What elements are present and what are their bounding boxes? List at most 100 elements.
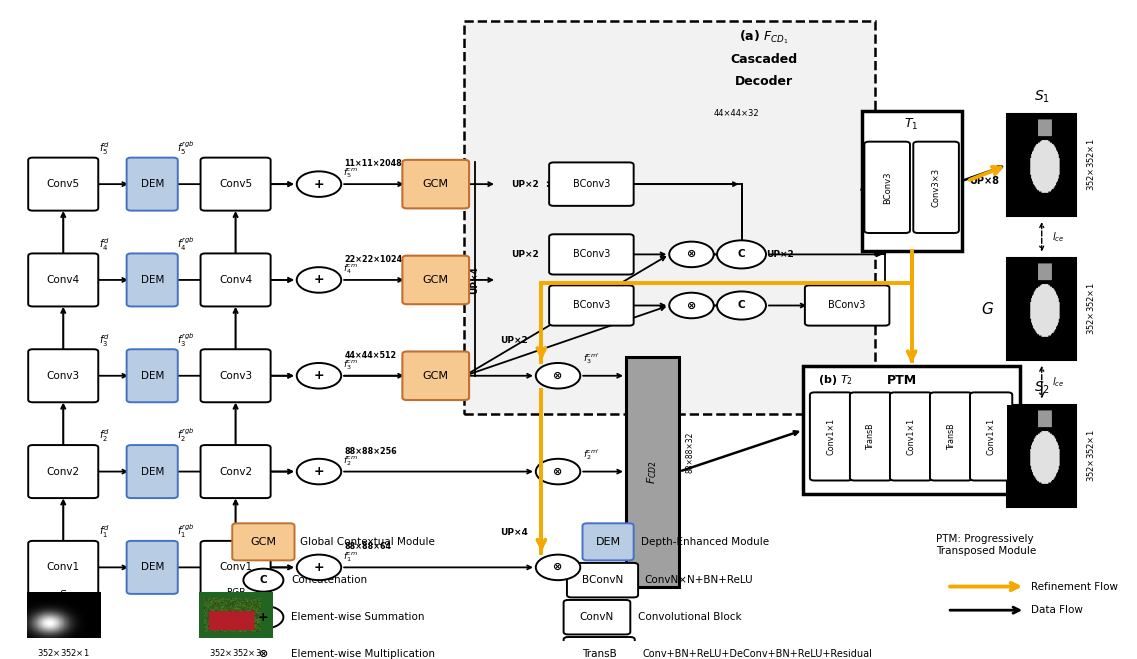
- Text: C: C: [738, 301, 746, 310]
- Text: Conv5: Conv5: [47, 179, 80, 189]
- FancyBboxPatch shape: [126, 349, 177, 402]
- Text: Global Contextual Module: Global Contextual Module: [300, 537, 435, 547]
- Circle shape: [670, 293, 714, 318]
- Text: +: +: [314, 561, 324, 574]
- FancyBboxPatch shape: [28, 445, 98, 498]
- Circle shape: [536, 459, 580, 484]
- Text: Conv2: Conv2: [47, 467, 80, 476]
- Text: $f_3^{rgb}$: $f_3^{rgb}$: [176, 331, 194, 349]
- Text: Conv4: Conv4: [219, 275, 252, 285]
- Text: BConvN: BConvN: [582, 575, 623, 585]
- Text: UP×2: UP×2: [499, 336, 528, 345]
- Text: +: +: [314, 369, 324, 382]
- Text: Concatenation: Concatenation: [291, 575, 367, 585]
- Text: +: +: [314, 465, 324, 478]
- Text: Conv3: Conv3: [47, 371, 80, 381]
- Circle shape: [243, 606, 283, 629]
- FancyBboxPatch shape: [126, 254, 177, 306]
- FancyBboxPatch shape: [564, 600, 630, 635]
- Text: $352{\times}352{\times}1$: $352{\times}352{\times}1$: [38, 647, 90, 658]
- FancyBboxPatch shape: [805, 285, 889, 326]
- Text: Conv1: Conv1: [47, 562, 80, 573]
- FancyBboxPatch shape: [200, 254, 271, 306]
- FancyBboxPatch shape: [402, 351, 470, 400]
- Text: Conv2: Conv2: [219, 467, 252, 476]
- Text: Conv3×3: Conv3×3: [931, 168, 940, 207]
- Text: 88×88×256: 88×88×256: [345, 447, 397, 455]
- Text: UP×2: UP×2: [511, 250, 539, 259]
- Text: 88×88×64: 88×88×64: [345, 542, 391, 552]
- Text: $f_2^d$: $f_2^d$: [99, 428, 110, 444]
- Circle shape: [297, 555, 341, 580]
- Text: Element-wise Summation: Element-wise Summation: [291, 612, 425, 622]
- FancyBboxPatch shape: [564, 637, 634, 659]
- Text: Element-wise Multiplication: Element-wise Multiplication: [291, 649, 435, 659]
- Text: $f_3^{cm}$: $f_3^{cm}$: [343, 358, 358, 372]
- Text: ConvN×N+BN+ReLU: ConvN×N+BN+ReLU: [645, 575, 754, 585]
- Text: 11×11×2048: 11×11×2048: [345, 159, 402, 168]
- Bar: [625, 357, 679, 587]
- Text: $f_2^{cm}$: $f_2^{cm}$: [343, 454, 358, 468]
- FancyBboxPatch shape: [810, 392, 852, 480]
- Text: $f_2^{rgb}$: $f_2^{rgb}$: [176, 426, 194, 444]
- Bar: [1007, 258, 1077, 360]
- Text: $S_1$: $S_1$: [1034, 88, 1049, 105]
- Text: TransB: TransB: [866, 423, 875, 449]
- FancyBboxPatch shape: [28, 541, 98, 594]
- FancyBboxPatch shape: [28, 254, 98, 306]
- FancyBboxPatch shape: [126, 445, 177, 498]
- Circle shape: [717, 241, 766, 268]
- FancyBboxPatch shape: [200, 158, 271, 211]
- Text: 88×88×32: 88×88×32: [686, 432, 695, 473]
- FancyBboxPatch shape: [200, 349, 271, 402]
- Text: BConv3: BConv3: [573, 179, 611, 189]
- Text: DEM: DEM: [141, 467, 164, 476]
- Text: $f_1^{rgb}$: $f_1^{rgb}$: [176, 523, 194, 540]
- Text: $f_5^{cm}$: $f_5^{cm}$: [343, 167, 358, 181]
- Bar: [862, 111, 962, 251]
- FancyBboxPatch shape: [913, 142, 958, 233]
- Text: Conv1×1: Conv1×1: [906, 418, 915, 455]
- Text: Cascaded: Cascaded: [730, 53, 797, 66]
- Text: Conv1: Conv1: [219, 562, 252, 573]
- Text: 44×44×512: 44×44×512: [345, 351, 397, 360]
- FancyBboxPatch shape: [567, 563, 638, 598]
- Text: BConv3: BConv3: [573, 301, 611, 310]
- Text: RGB: RGB: [226, 588, 246, 597]
- Text: TransB: TransB: [582, 649, 616, 659]
- FancyBboxPatch shape: [402, 256, 470, 304]
- Text: DEM: DEM: [141, 371, 164, 381]
- Bar: [803, 366, 1020, 494]
- Text: $f_2^{cm'}$: $f_2^{cm'}$: [582, 447, 599, 462]
- Text: C: C: [738, 249, 746, 260]
- Text: UP×4: UP×4: [471, 266, 479, 294]
- Text: UP×2: UP×2: [766, 250, 795, 259]
- FancyBboxPatch shape: [126, 541, 177, 594]
- Text: $352{\times}352{\times}3$: $352{\times}352{\times}3$: [209, 647, 262, 658]
- Circle shape: [243, 569, 283, 592]
- FancyBboxPatch shape: [930, 392, 972, 480]
- Text: UP×8: UP×8: [970, 176, 999, 186]
- Text: $f_3^{cm'}$: $f_3^{cm'}$: [582, 351, 599, 366]
- FancyBboxPatch shape: [549, 234, 633, 275]
- Text: C: C: [259, 575, 267, 585]
- FancyBboxPatch shape: [28, 349, 98, 402]
- Text: $f_1^{cm}$: $f_1^{cm}$: [343, 550, 358, 563]
- FancyBboxPatch shape: [126, 158, 177, 211]
- Text: $l_{ce}$: $l_{ce}$: [1052, 230, 1064, 244]
- FancyBboxPatch shape: [28, 158, 98, 211]
- Bar: [464, 21, 875, 414]
- Text: Refinement Flow: Refinement Flow: [1030, 581, 1118, 592]
- Text: Depth-Enhanced Module: Depth-Enhanced Module: [641, 537, 770, 547]
- Circle shape: [536, 363, 580, 389]
- Circle shape: [536, 555, 580, 580]
- Text: $f_4^{cm}$: $f_4^{cm}$: [343, 262, 358, 276]
- Text: +: +: [314, 273, 324, 287]
- Circle shape: [297, 267, 341, 293]
- Text: $S_2$: $S_2$: [1034, 379, 1049, 395]
- Text: BConv3: BConv3: [829, 301, 866, 310]
- Text: BConv3: BConv3: [573, 249, 611, 260]
- Text: Conv1×1: Conv1×1: [827, 418, 836, 455]
- Text: GCM: GCM: [423, 179, 449, 189]
- FancyBboxPatch shape: [402, 160, 470, 208]
